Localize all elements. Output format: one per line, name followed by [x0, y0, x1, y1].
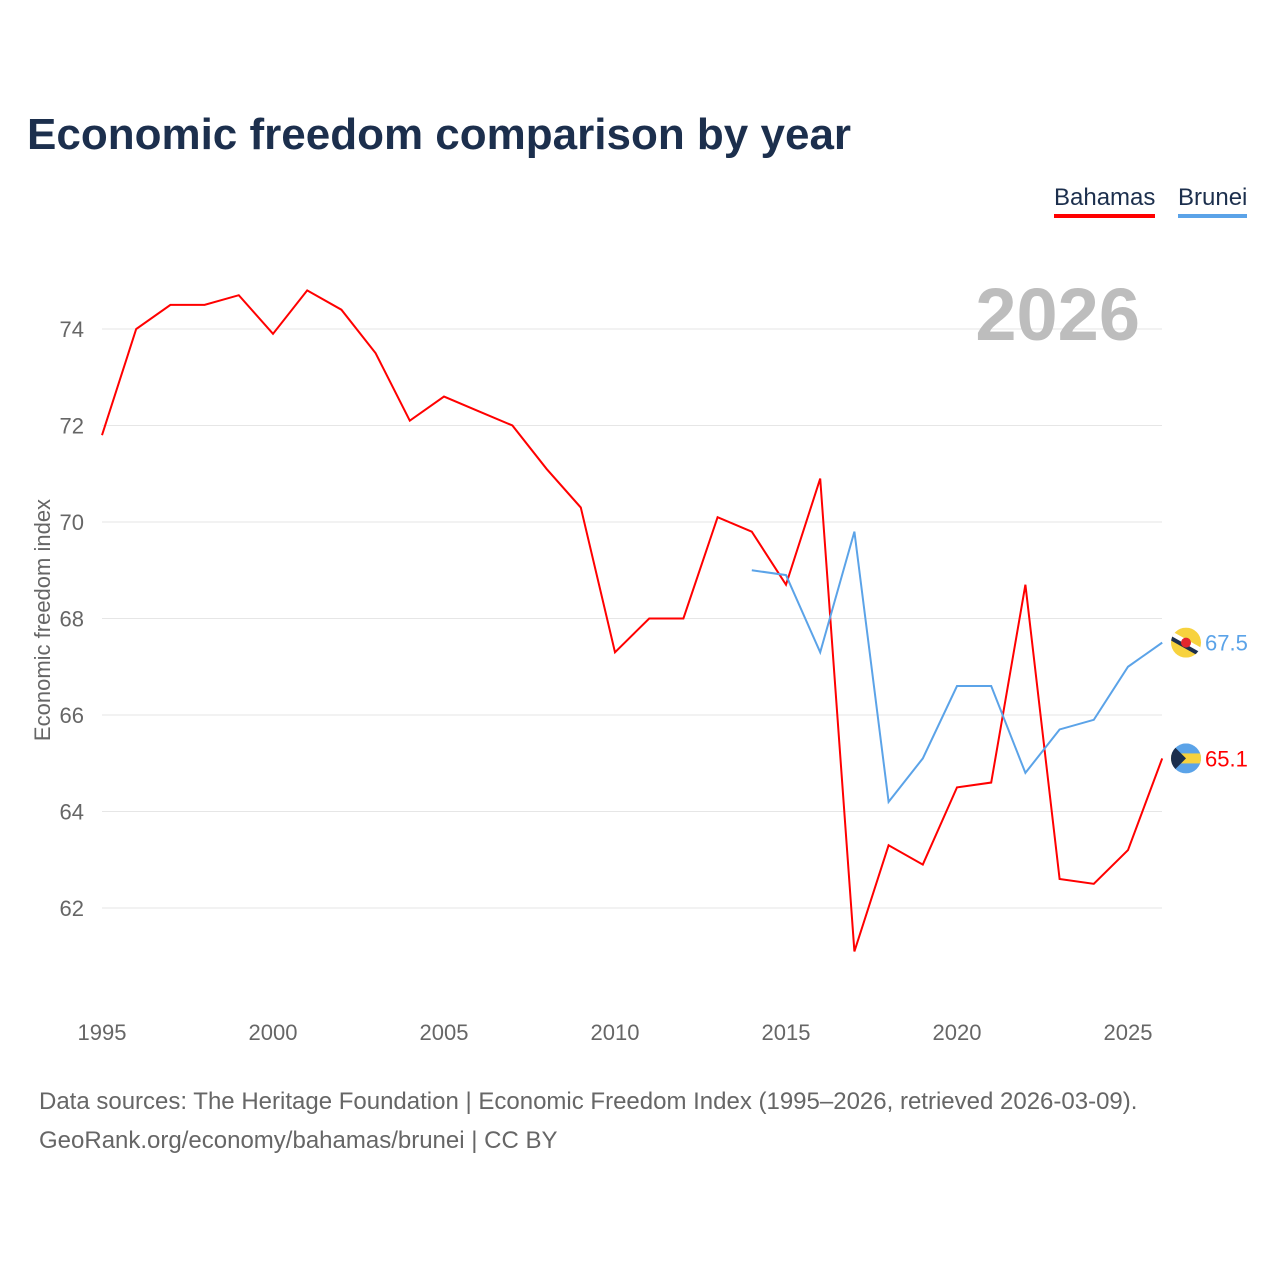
end-label-bahamas: 65.1: [1205, 746, 1248, 771]
year-watermark: 2026: [975, 273, 1140, 356]
y-tick-label: 74: [60, 317, 84, 342]
x-tick-label: 2010: [591, 1020, 640, 1045]
y-tick-label: 64: [60, 800, 84, 825]
line-brunei: [751, 531, 1163, 805]
y-axis-label: Economic freedom index: [30, 499, 55, 741]
x-tick-label: 2025: [1104, 1020, 1153, 1045]
chart-title: Economic freedom comparison by year: [27, 110, 852, 159]
x-tick-label: 2000: [249, 1020, 298, 1045]
brunei-flag-icon: [1171, 627, 1201, 658]
y-tick-label: 68: [60, 607, 84, 632]
legend-brunei[interactable]: Brunei: [1178, 184, 1248, 218]
source-note: Data sources: The Heritage Foundation | …: [39, 1088, 1138, 1115]
y-tick-label: 66: [60, 703, 84, 728]
x-tick-label: 2015: [762, 1020, 811, 1045]
y-tick-label: 70: [60, 510, 84, 535]
line-bahamas: [101, 289, 1164, 952]
y-tick-label: 62: [60, 896, 84, 921]
source-link[interactable]: GeoRank.org/economy/bahamas/brunei | CC …: [39, 1127, 558, 1154]
x-tick-label: 2020: [933, 1020, 982, 1045]
y-tick-label: 72: [60, 414, 84, 439]
x-tick-label: 2005: [420, 1020, 469, 1045]
end-label-brunei: 67.5: [1205, 631, 1248, 656]
legend-bahamas[interactable]: Bahamas: [1054, 184, 1156, 218]
bahamas-flag-icon: [1171, 743, 1201, 774]
x-tick-label: 1995: [78, 1020, 127, 1045]
